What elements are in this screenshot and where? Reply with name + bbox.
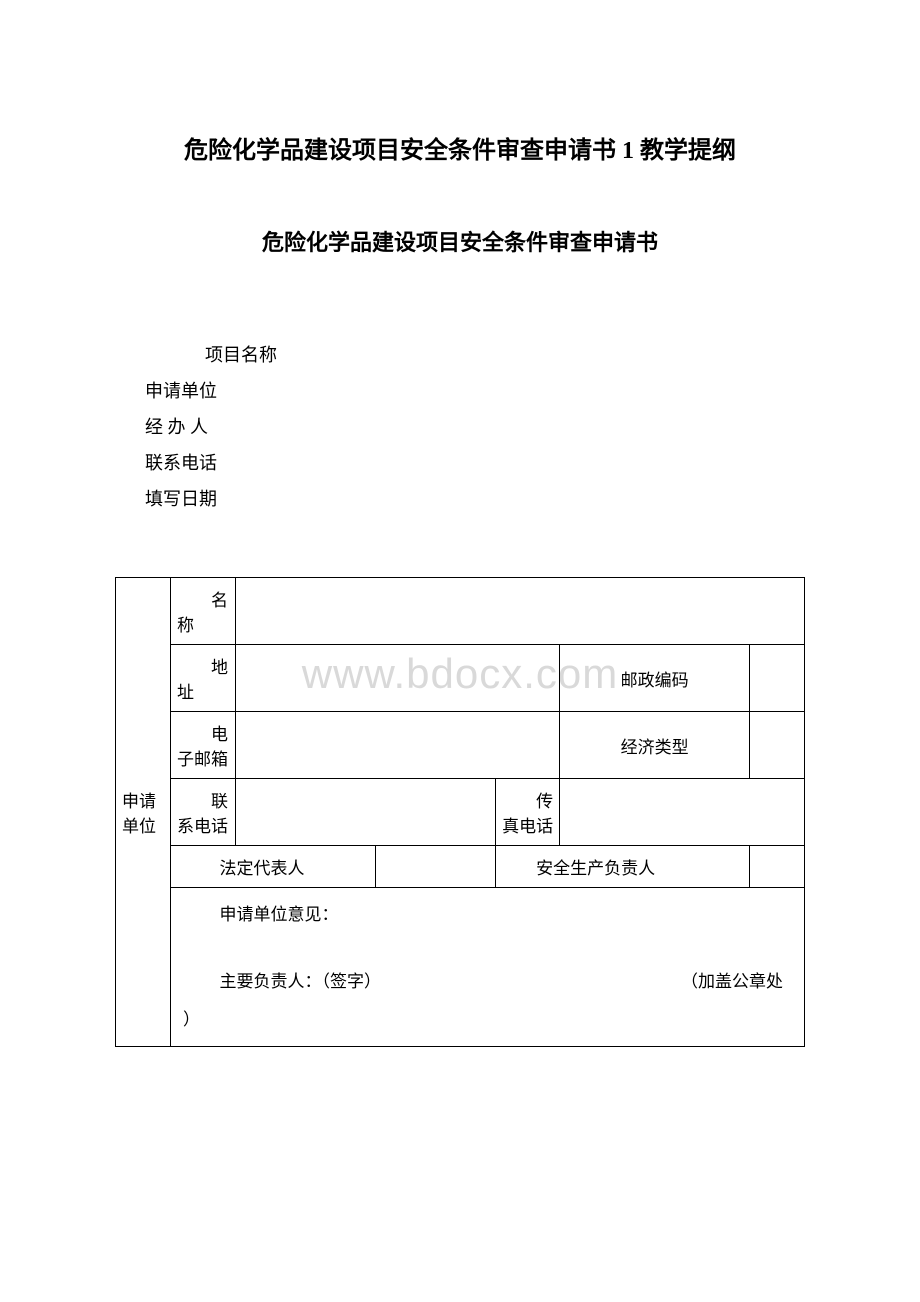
legal-rep-label-cell: 法定代表人 bbox=[171, 846, 376, 888]
fax-label-cell: 传真电话 bbox=[496, 779, 560, 846]
table-row: 法定代表人 安全生产负责人 bbox=[116, 846, 805, 888]
info-fill-date: 填写日期 bbox=[115, 481, 805, 517]
side-label-cell: 申请单位 bbox=[116, 578, 171, 1047]
address-value-cell bbox=[236, 645, 560, 712]
contact-phone-label-cell: 联系电话 bbox=[171, 779, 236, 846]
opinion-title: 申请单位意见： bbox=[177, 896, 798, 933]
postal-code-value-cell bbox=[750, 645, 805, 712]
email-label-cell: 电子邮箱 bbox=[171, 712, 236, 779]
sign-label: 主要负责人：（签字） bbox=[177, 963, 381, 1000]
safety-lead-label-cell: 安全生产负责人 bbox=[496, 846, 750, 888]
table-row: 申请单位意见： 主要负责人：（签字） （加盖公章处 ） bbox=[116, 888, 805, 1047]
seal-label: （加盖公章处 bbox=[639, 963, 784, 1000]
table-row: 电子邮箱 经济类型 bbox=[116, 712, 805, 779]
info-phone: 联系电话 bbox=[115, 445, 805, 481]
opinion-sign-row: 主要负责人：（签字） （加盖公章处 bbox=[177, 963, 798, 1000]
table-row: 联系电话 传真电话 bbox=[116, 779, 805, 846]
info-handler: 经 办 人 bbox=[115, 409, 805, 445]
economic-type-label-cell: 经济类型 bbox=[560, 712, 750, 779]
name-value-cell bbox=[236, 578, 805, 645]
name-label-cell: 名称 bbox=[171, 578, 236, 645]
address-label-cell: 地址 bbox=[171, 645, 236, 712]
info-block: 项目名称 申请单位 经 办 人 联系电话 填写日期 bbox=[115, 337, 805, 517]
postal-code-label-cell: 邮政编码 bbox=[560, 645, 750, 712]
fax-value-cell bbox=[560, 779, 805, 846]
opinion-cell: 申请单位意见： 主要负责人：（签字） （加盖公章处 ） bbox=[171, 888, 805, 1047]
economic-type-value-cell bbox=[750, 712, 805, 779]
main-title: 危险化学品建设项目安全条件审查申请书 1 教学提纲 bbox=[115, 130, 805, 165]
sub-title: 危险化学品建设项目安全条件审查申请书 bbox=[115, 225, 805, 257]
safety-lead-value-cell bbox=[749, 846, 804, 888]
table-row: 地址 邮政编码 bbox=[116, 645, 805, 712]
table-row: 申请单位 名称 bbox=[116, 578, 805, 645]
email-value-cell bbox=[236, 712, 560, 779]
application-form-table: 申请单位 名称 地址 邮政编码 电子邮箱 经济类型 联系电话 传真电话 法定代表… bbox=[115, 577, 805, 1047]
info-project-name: 项目名称 bbox=[115, 337, 805, 373]
legal-rep-value-cell bbox=[376, 846, 496, 888]
opinion-close-paren: ） bbox=[177, 1001, 798, 1038]
info-applicant-unit: 申请单位 bbox=[115, 373, 805, 409]
contact-phone-value-cell bbox=[236, 779, 496, 846]
